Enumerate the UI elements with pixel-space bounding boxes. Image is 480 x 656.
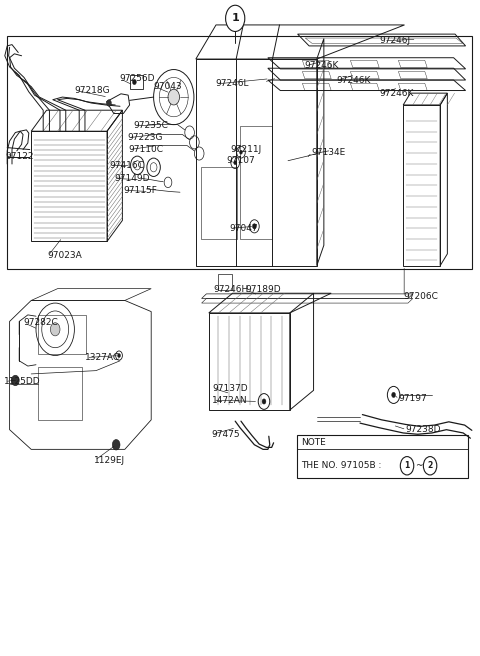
Text: 97246J: 97246J	[379, 36, 410, 45]
Bar	[240, 126, 273, 239]
Bar	[196, 59, 317, 266]
Circle shape	[252, 224, 256, 229]
Bar	[201, 167, 237, 239]
Circle shape	[12, 375, 19, 386]
Text: 97235C: 97235C	[133, 121, 168, 131]
Text: 97238D: 97238D	[406, 425, 441, 434]
Circle shape	[400, 457, 414, 475]
Text: 1: 1	[231, 13, 239, 24]
Bar	[31, 131, 107, 241]
Text: 97137D: 97137D	[212, 384, 248, 393]
Text: 97197: 97197	[398, 394, 427, 403]
Circle shape	[226, 5, 245, 31]
Bar	[130, 75, 143, 89]
Circle shape	[168, 89, 180, 105]
Text: 97282C: 97282C	[23, 318, 58, 327]
Text: 97110C: 97110C	[129, 145, 164, 154]
Text: 97134E: 97134E	[311, 148, 345, 157]
Text: 1129EJ: 1129EJ	[94, 456, 125, 465]
Text: 97218G: 97218G	[74, 86, 110, 95]
Text: 97246L: 97246L	[215, 79, 249, 89]
Circle shape	[132, 79, 136, 85]
Bar	[7, 36, 472, 269]
Text: 97149D: 97149D	[114, 174, 150, 183]
Text: 1327AC: 1327AC	[85, 353, 120, 362]
Text: 97256D: 97256D	[119, 74, 155, 83]
Text: 97047: 97047	[229, 224, 258, 233]
Text: 97475: 97475	[211, 430, 240, 439]
Text: 97211J: 97211J	[230, 145, 262, 154]
Circle shape	[423, 457, 437, 475]
Text: THE NO. 97105B :: THE NO. 97105B :	[301, 461, 384, 470]
Text: 97246K: 97246K	[336, 75, 371, 85]
Bar	[38, 315, 86, 354]
Text: 97223G: 97223G	[127, 133, 163, 142]
Text: 97246H: 97246H	[214, 285, 249, 295]
Text: 97189D: 97189D	[246, 285, 281, 295]
Text: 97246K: 97246K	[305, 61, 339, 70]
Circle shape	[107, 100, 111, 106]
Circle shape	[392, 392, 396, 398]
Circle shape	[262, 399, 266, 404]
Text: 97115F: 97115F	[124, 186, 158, 195]
Bar	[218, 274, 232, 290]
Text: 2: 2	[428, 461, 432, 470]
Bar	[38, 367, 82, 420]
Text: 97043: 97043	[154, 82, 182, 91]
Text: 1472AN: 1472AN	[212, 396, 248, 405]
Text: 1125DD: 1125DD	[4, 377, 40, 386]
Circle shape	[234, 161, 237, 165]
Circle shape	[118, 354, 120, 358]
Bar	[209, 313, 290, 410]
Bar	[297, 435, 468, 478]
Text: 97416C: 97416C	[109, 161, 144, 170]
Bar	[403, 105, 440, 266]
Text: 97246K: 97246K	[379, 89, 414, 98]
Text: 97206C: 97206C	[403, 292, 438, 301]
Text: 97107: 97107	[227, 156, 255, 165]
Circle shape	[50, 323, 60, 336]
Circle shape	[240, 150, 242, 154]
Text: 1: 1	[405, 461, 409, 470]
Text: 97023A: 97023A	[47, 251, 82, 260]
Text: 97122: 97122	[6, 152, 34, 161]
Text: NOTE: NOTE	[301, 438, 326, 447]
Text: ~: ~	[415, 461, 423, 470]
Circle shape	[112, 440, 120, 450]
